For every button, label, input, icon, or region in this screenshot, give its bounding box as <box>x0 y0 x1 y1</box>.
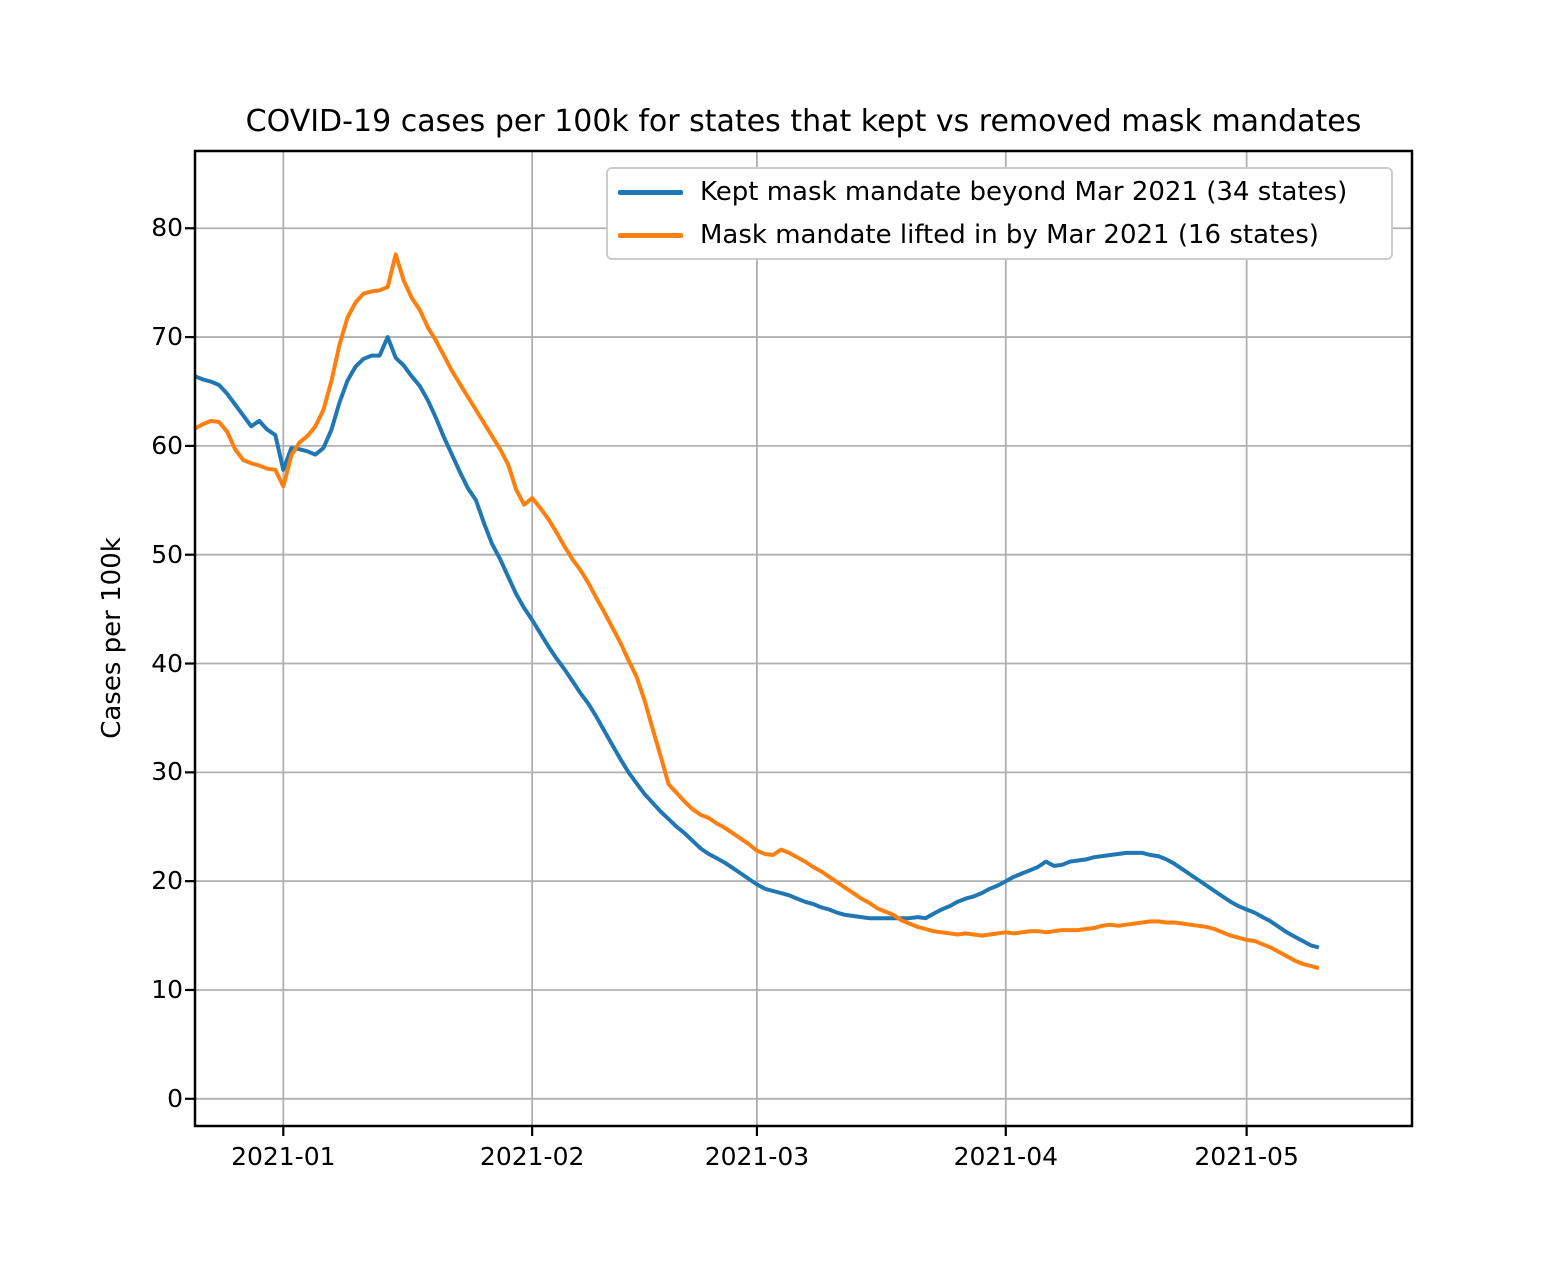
y-tick-label: 70 <box>151 322 183 352</box>
line-kept-mask-mandate <box>194 335 1320 950</box>
legend-line-sample-lifted <box>618 232 683 238</box>
y-tick-label: 0 <box>167 1083 183 1113</box>
x-tick-label: 2021-03 <box>704 1142 810 1171</box>
y-tick-label: 20 <box>151 866 183 896</box>
line-mask-mandate-lifted <box>194 252 1320 971</box>
legend-item-lifted-mandate: Mask mandate lifted in by Mar 2021 (16 s… <box>618 215 1391 255</box>
legend-label-lifted: Mask mandate lifted in by Mar 2021 (16 s… <box>700 220 1319 250</box>
plot-border <box>193 149 1414 1128</box>
y-tick-label: 30 <box>151 757 183 787</box>
y-tick-label: 50 <box>151 539 183 569</box>
legend-line-sample-kept <box>618 189 683 195</box>
x-tick-label: 2021-01 <box>231 1142 336 1171</box>
x-tick-label: 2021-05 <box>1194 1142 1299 1171</box>
x-tick-label: 2021-04 <box>953 1142 1059 1171</box>
legend-item-kept-mandate: Kept mask mandate beyond Mar 2021 (34 st… <box>618 172 1391 212</box>
x-tick-label: 2021-02 <box>479 1142 585 1171</box>
y-tick-label: 40 <box>151 648 183 678</box>
chart-title: COVID-19 cases per 100k for states that … <box>245 104 1362 139</box>
legend-label-kept: Kept mask mandate beyond Mar 2021 (34 st… <box>700 177 1348 207</box>
y-tick-label: 10 <box>151 974 183 1004</box>
y-tick-label: 60 <box>151 430 183 460</box>
y-tick-label: 80 <box>151 213 183 243</box>
legend: Kept mask mandate beyond Mar 2021 (34 st… <box>606 167 1393 260</box>
